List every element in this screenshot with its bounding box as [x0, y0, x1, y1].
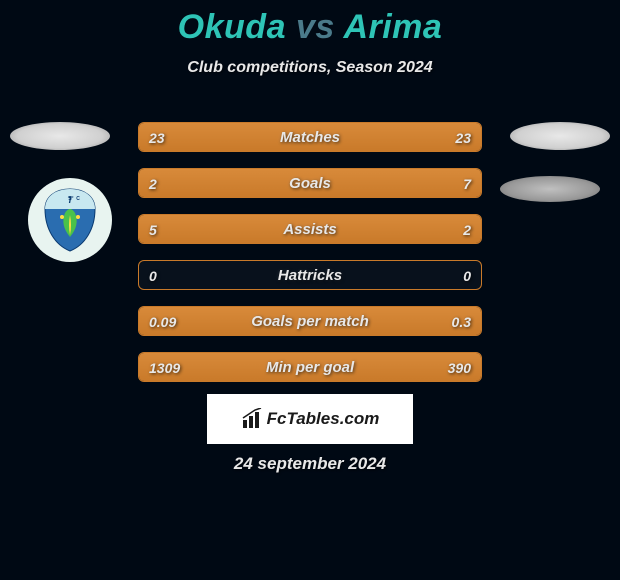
- stat-row: 1309390Min per goal: [138, 352, 482, 382]
- vs-separator: vs: [296, 8, 335, 46]
- stat-row: 0.090.3Goals per match: [138, 306, 482, 336]
- stat-label: Goals per match: [139, 307, 481, 336]
- player1-badge-ellipse: [10, 122, 110, 150]
- stat-row: 52Assists: [138, 214, 482, 244]
- stat-label: Matches: [139, 123, 481, 152]
- stat-row: 27Goals: [138, 168, 482, 198]
- player2-name: Arima: [343, 8, 442, 46]
- player2-badge-ellipse-1: [510, 122, 610, 150]
- club-crest-icon: T S C: [35, 185, 105, 255]
- subtitle: Club competitions, Season 2024: [0, 59, 620, 77]
- stat-row: 2323Matches: [138, 122, 482, 152]
- player1-name: Okuda: [178, 8, 286, 46]
- svg-text:C: C: [76, 196, 80, 202]
- comparison-title: Okuda vs Arima: [0, 0, 620, 47]
- stat-label: Hattricks: [139, 261, 481, 290]
- stat-row: 00Hattricks: [138, 260, 482, 290]
- brand-box[interactable]: FcTables.com: [207, 394, 413, 444]
- stat-label: Min per goal: [139, 353, 481, 382]
- date-label: 24 september 2024: [0, 454, 620, 474]
- brand-chart-icon: [241, 408, 263, 430]
- player2-badge-ellipse-2: [500, 176, 600, 202]
- player1-club-crest: T S C: [28, 178, 112, 262]
- stat-label: Assists: [139, 215, 481, 244]
- stats-panel: 2323Matches 27Goals 52Assists 00Hattricks 0.…: [138, 122, 482, 398]
- brand-text: FcTables.com: [267, 409, 380, 429]
- stat-label: Goals: [139, 169, 481, 198]
